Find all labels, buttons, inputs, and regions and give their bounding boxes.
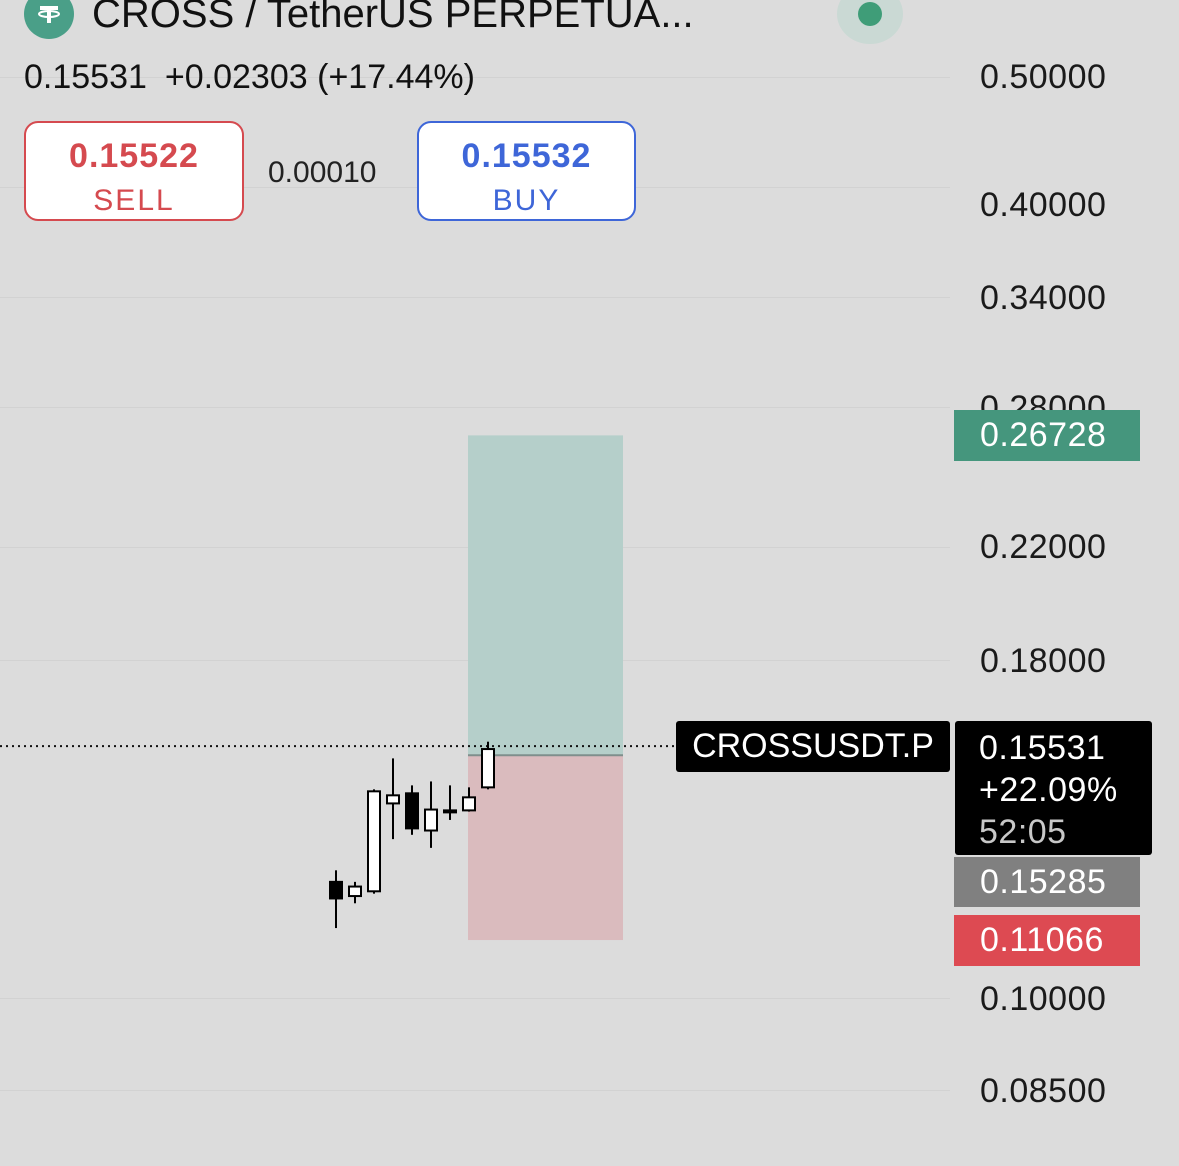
price-change: +0.02303	[164, 58, 308, 96]
axis-tick-label: 0.18000	[980, 642, 1107, 680]
candle-body	[367, 790, 381, 893]
gridline	[0, 998, 950, 999]
gridline	[0, 77, 950, 78]
tether-icon	[24, 0, 74, 39]
symbol-title[interactable]: CROSS / TetherUS PERPETUA...	[92, 0, 694, 36]
profit-zone	[468, 435, 623, 756]
gridline	[0, 407, 950, 408]
symbol-header[interactable]: CROSS / TetherUS PERPETUA...	[24, 0, 694, 44]
axis-tick-label: 0.08500	[980, 1072, 1107, 1110]
candle-body	[329, 880, 343, 900]
market-open-dot-icon	[858, 2, 882, 26]
stop-loss-tag: 0.11066	[954, 915, 1140, 966]
candle-body	[462, 796, 476, 812]
axis-tick-label: 0.40000	[980, 186, 1107, 224]
buy-label: BUY	[492, 184, 561, 217]
buy-button[interactable]: 0.15532 BUY	[417, 121, 636, 221]
market-status-indicator[interactable]	[837, 0, 903, 44]
axis-tick-label: 0.34000	[980, 279, 1107, 317]
buy-price: 0.15532	[461, 137, 592, 175]
target-price-tag: 0.26728	[954, 410, 1140, 461]
spread-value: 0.00010	[268, 156, 377, 189]
sell-price: 0.15522	[69, 137, 199, 175]
axis-tick-label: 0.22000	[980, 528, 1107, 566]
symbol-tag: CROSSUSDT.P	[676, 721, 950, 772]
price-change-percent: (+17.44%)	[317, 58, 475, 96]
candle-body	[405, 792, 419, 830]
axis-tick-label: 0.50000	[980, 58, 1107, 96]
entry-price-tag: 0.15285	[954, 857, 1140, 907]
last-price: 0.15531	[24, 58, 147, 96]
gridline	[0, 297, 950, 298]
candle-body	[348, 885, 362, 898]
candle-body	[386, 794, 400, 805]
price-summary: 0.15531 +0.02303 (+17.44%)	[24, 58, 475, 97]
axis-tick-label: 0.10000	[980, 980, 1107, 1018]
candle-body	[424, 808, 438, 832]
candle-body	[481, 748, 495, 789]
last-price-tag: 0.15531 +22.09% 52:05	[955, 721, 1152, 855]
bar-countdown-timer: 52:05	[979, 813, 1067, 851]
candle-body	[443, 809, 457, 814]
gridline	[0, 1090, 950, 1091]
sell-button[interactable]: 0.15522 SELL	[24, 121, 244, 221]
sell-label: SELL	[93, 184, 175, 217]
last-price-tag-value: 0.15531	[979, 729, 1106, 767]
last-price-tag-change: +22.09%	[979, 771, 1118, 809]
